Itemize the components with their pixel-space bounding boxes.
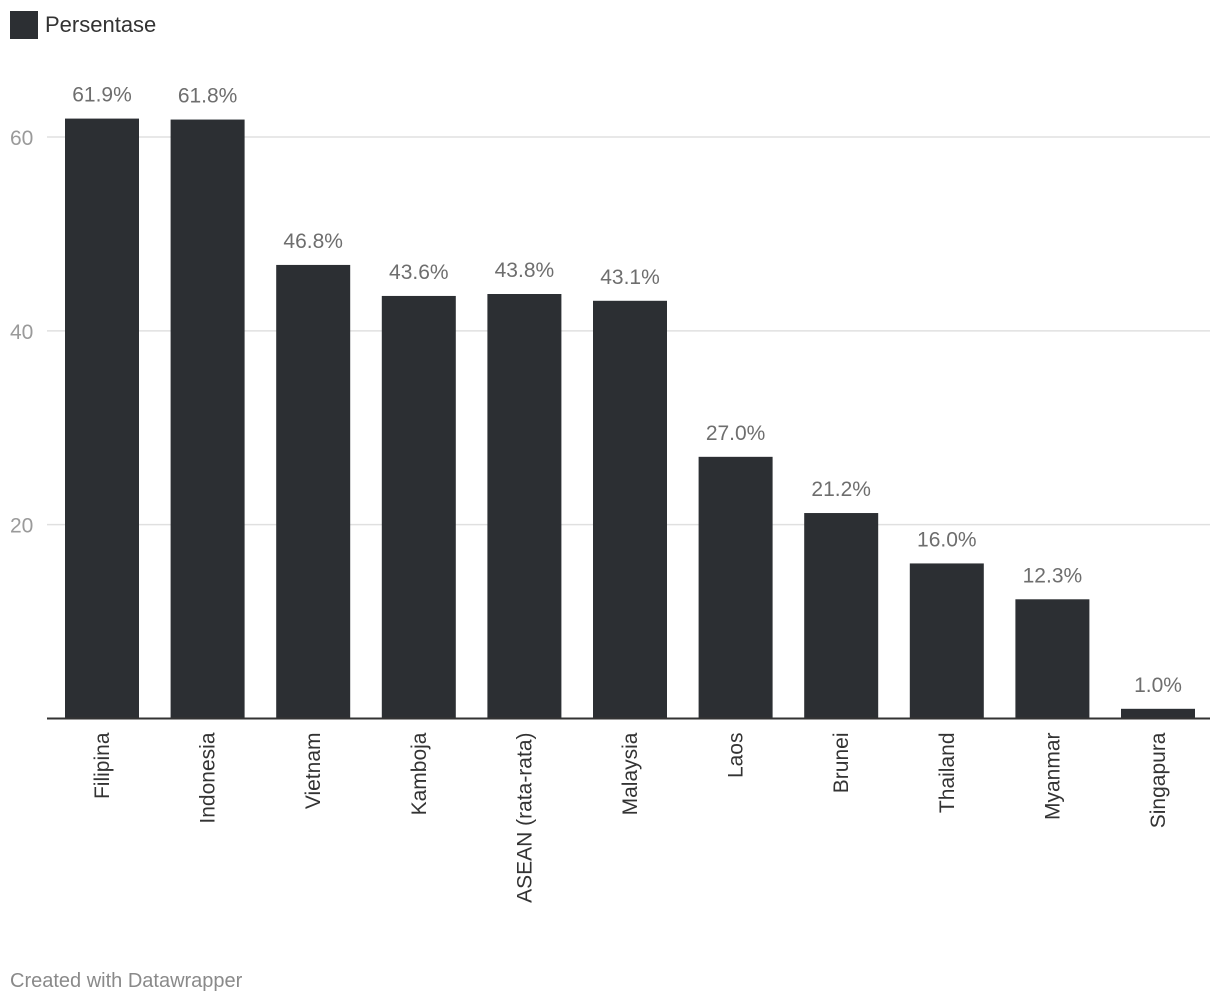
bar-value-label: 46.8%: [283, 230, 343, 253]
bar: [487, 294, 562, 719]
bars: [65, 118, 1195, 719]
legend-swatch: [10, 11, 38, 39]
x-category-label: Indonesia: [197, 732, 220, 823]
y-tick-label: 20: [10, 515, 33, 538]
bar-value-label: 43.6%: [389, 261, 449, 284]
value-labels: 61.9% 61.8% 46.8% 43.6% 43.8% 43.1% 27.0% 21.2%…: [72, 84, 1182, 697]
bar: [909, 563, 984, 719]
legend: Persentase: [10, 10, 156, 40]
bar: [1015, 599, 1090, 719]
bar-value-label: 21.2%: [811, 478, 871, 501]
bar-value-label: 43.1%: [600, 266, 660, 289]
bar-chart: 61.9% 61.8% 46.8% 43.6% 43.8% 43.1% 27.0% 21.2%…: [10, 84, 1210, 903]
bar-value-label: 43.8%: [495, 259, 555, 282]
bar: [381, 295, 456, 719]
bar: [65, 118, 139, 719]
x-category-label: Thailand: [936, 733, 959, 814]
bar-value-label: 16.0%: [917, 528, 977, 551]
x-category-label: Filipina: [91, 732, 114, 799]
x-category-label: Brunei: [830, 733, 853, 794]
bar: [593, 300, 667, 719]
bar-value-label: 61.9%: [72, 84, 132, 107]
x-category-label: Kamboja: [408, 732, 431, 815]
x-category-label: Vietnam: [302, 733, 325, 810]
bar-value-label: 27.0%: [706, 422, 766, 445]
x-category-label: Myanmar: [1041, 733, 1064, 821]
credit-text: Created with Datawrapper: [10, 970, 243, 992]
x-axis-categories: Filipina Indonesia Vietnam Kamboja ASEAN (ra…: [91, 732, 1170, 903]
bar: [698, 456, 773, 719]
bar-value-label: 12.3%: [1023, 564, 1083, 587]
bar: [804, 513, 879, 719]
x-category-label: Malaysia: [619, 732, 642, 815]
legend-label: Persentase: [45, 12, 157, 37]
y-axis-ticks: 20 40 60: [10, 127, 33, 538]
y-tick-label: 60: [10, 127, 33, 150]
bar: [276, 264, 351, 719]
bar-value-label: 61.8%: [178, 85, 238, 108]
x-category-label: Laos: [725, 733, 748, 779]
bar: [170, 119, 245, 719]
y-tick-label: 40: [10, 321, 33, 344]
x-category-label: ASEAN (rata-rata): [513, 733, 536, 903]
bar-value-label: 1.0%: [1134, 674, 1182, 697]
bar: [1121, 708, 1195, 719]
x-category-label: Singapura: [1147, 732, 1170, 828]
